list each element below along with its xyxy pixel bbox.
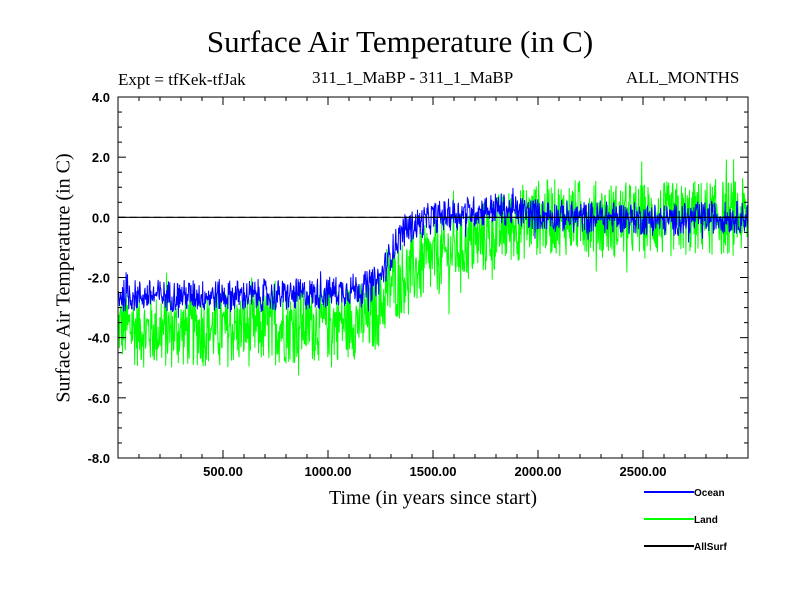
y-tick-label: 4.0 (92, 90, 110, 105)
y-tick-label: -2.0 (88, 271, 110, 286)
run-label: 311_1_MaBP - 311_1_MaBP (312, 68, 514, 87)
plot-frame (117, 96, 749, 459)
y-tick-label: 2.0 (92, 150, 110, 165)
x-axis-label: Time (in years since start) (328, 487, 538, 509)
y-tick-label: -8.0 (88, 451, 110, 466)
chart-title: Surface Air Temperature (in C) (206, 24, 594, 59)
x-tick-label: 2500.00 (620, 464, 667, 479)
x-tick-label: 2000.00 (515, 464, 562, 479)
legend-label-ocean: Ocean (694, 488, 725, 499)
y-tick-label: -6.0 (88, 391, 110, 406)
months-label: ALL_MONTHS (626, 68, 740, 87)
legend-label-land: Land (694, 515, 718, 526)
axis-ticks-group: 500.00 1000.00 1500.00 2000.00 2500.00 -8.0 -6… (88, 90, 748, 479)
x-tick-label: 1500.00 (410, 464, 457, 479)
series-line-land (117, 159, 749, 376)
legend-label-allsurf: AllSurf (694, 542, 727, 553)
x-tick-label: 500.00 (203, 464, 243, 479)
legend: Ocean Land AllSurf (644, 488, 727, 553)
experiment-label: Expt = tfKek-tfJak (118, 70, 246, 89)
y-tick-label: 0.0 (92, 210, 110, 225)
series-line-ocean (117, 187, 749, 318)
y-tick-label: -4.0 (88, 331, 110, 346)
x-tick-label: 1000.00 (305, 464, 352, 479)
plot-series-group (117, 159, 749, 376)
